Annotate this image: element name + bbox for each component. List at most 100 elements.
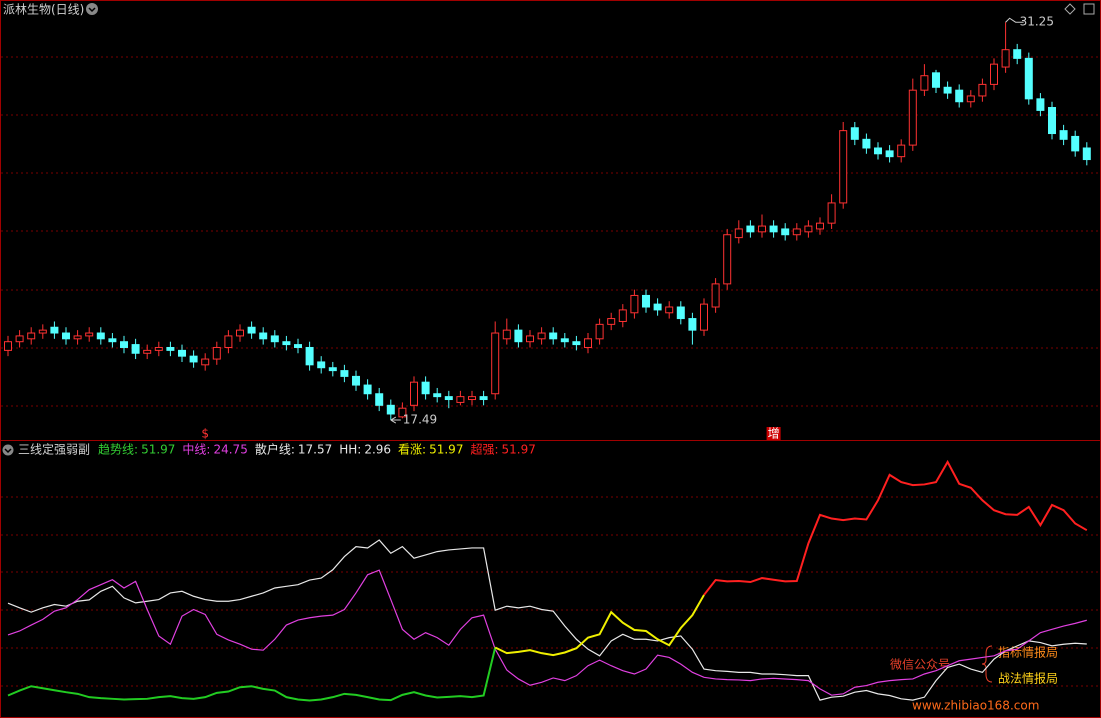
candle-body (398, 407, 407, 418)
candle-body (874, 147, 882, 155)
candle-body (468, 396, 476, 401)
candle-body (50, 326, 59, 334)
candle-body (560, 338, 569, 343)
series-line (7, 569, 1087, 696)
candle-body (862, 138, 871, 149)
candle-body (1071, 135, 1080, 152)
candle-body (433, 393, 442, 398)
candle-body (816, 222, 824, 230)
menu-icon[interactable] (2, 444, 14, 456)
candle-body (688, 318, 697, 331)
candle-body (27, 332, 36, 340)
diamond-icon[interactable] (1064, 3, 1076, 15)
candle-body (897, 144, 906, 158)
legend-value: 17.57 (298, 443, 332, 457)
candle-body (73, 335, 82, 340)
legend-value: 24.75 (213, 443, 247, 457)
window-icon[interactable] (1083, 3, 1095, 15)
series-line (494, 594, 705, 657)
candle-body (526, 335, 534, 343)
candle-body (549, 332, 558, 340)
series-line (7, 539, 1087, 701)
candle-body (270, 335, 279, 343)
legend-name: 超强: (470, 442, 498, 457)
candle-body (143, 349, 152, 354)
candle-body (734, 228, 743, 239)
candle-body (282, 341, 291, 346)
candle-body (386, 404, 395, 415)
watermark-line: 指标情报局 (998, 645, 1058, 660)
candle-body (908, 89, 917, 146)
candle-body (943, 86, 952, 94)
grid (1, 56, 1100, 687)
candle-body (421, 381, 430, 395)
candle-body (572, 341, 581, 346)
candle-body (178, 349, 186, 357)
watermark-url: www.zhibiao168.com (912, 699, 1039, 713)
candle-body (885, 150, 894, 158)
candle-body (769, 225, 778, 233)
candle-body (781, 228, 790, 236)
candle-body (804, 225, 813, 233)
chart-title: 派林生物(日线) (3, 3, 84, 17)
candle-body (1024, 57, 1033, 100)
legend-value: 51.97 (429, 443, 463, 457)
candle-body (607, 318, 616, 325)
annotation-leader (1005, 17, 1024, 23)
candle-body (479, 396, 488, 401)
candle-body (1082, 147, 1091, 161)
series-line (7, 647, 497, 702)
legend-value: 2.96 (364, 443, 391, 457)
candle-body (120, 341, 128, 348)
candle-body (85, 332, 94, 337)
candle-body (201, 358, 210, 366)
legend-name: 散户线: (255, 442, 295, 457)
candle-body (189, 355, 198, 363)
candle-body (630, 294, 639, 314)
candle-body (108, 338, 117, 343)
candle-body (375, 393, 384, 406)
top-icons[interactable] (2, 3, 1095, 456)
series-line (703, 459, 1088, 596)
max-label: 31.25 (1020, 15, 1054, 29)
candle-body (978, 83, 987, 97)
candle-body (1048, 107, 1056, 135)
candle-body (4, 341, 12, 351)
candle-body (491, 332, 500, 395)
annotation-leader (390, 416, 401, 424)
candle-body (410, 381, 418, 406)
legend-name: 中线: (182, 442, 210, 457)
candle-body (584, 338, 592, 348)
candle-body (317, 361, 326, 369)
candle-body (328, 367, 337, 372)
candle-body (850, 127, 859, 140)
menu-icon[interactable] (86, 3, 98, 15)
candle-body (1036, 98, 1045, 111)
candle-body (653, 303, 662, 311)
candle-body (154, 346, 163, 351)
indicator-title: 三线定强弱副 (18, 442, 90, 457)
candle-body (827, 202, 836, 224)
brace (981, 645, 993, 683)
candle-body (746, 225, 755, 233)
candle-body (352, 375, 360, 386)
legend-value: 51.97 (141, 443, 175, 457)
candle-body (839, 130, 848, 204)
candle-body (305, 346, 314, 366)
candle-body (700, 303, 708, 331)
candle-body (676, 306, 685, 320)
candle-body (618, 309, 627, 322)
signal: $ (201, 427, 209, 441)
candle-body (537, 332, 546, 340)
legend-name: 看涨: (398, 442, 426, 457)
legend-name: HH: (339, 443, 361, 457)
candle-body (131, 344, 140, 354)
candle-body (15, 335, 24, 343)
candle-body (932, 72, 940, 88)
candle-body (665, 306, 674, 314)
candle-body (758, 225, 766, 233)
candle-body (212, 346, 221, 360)
